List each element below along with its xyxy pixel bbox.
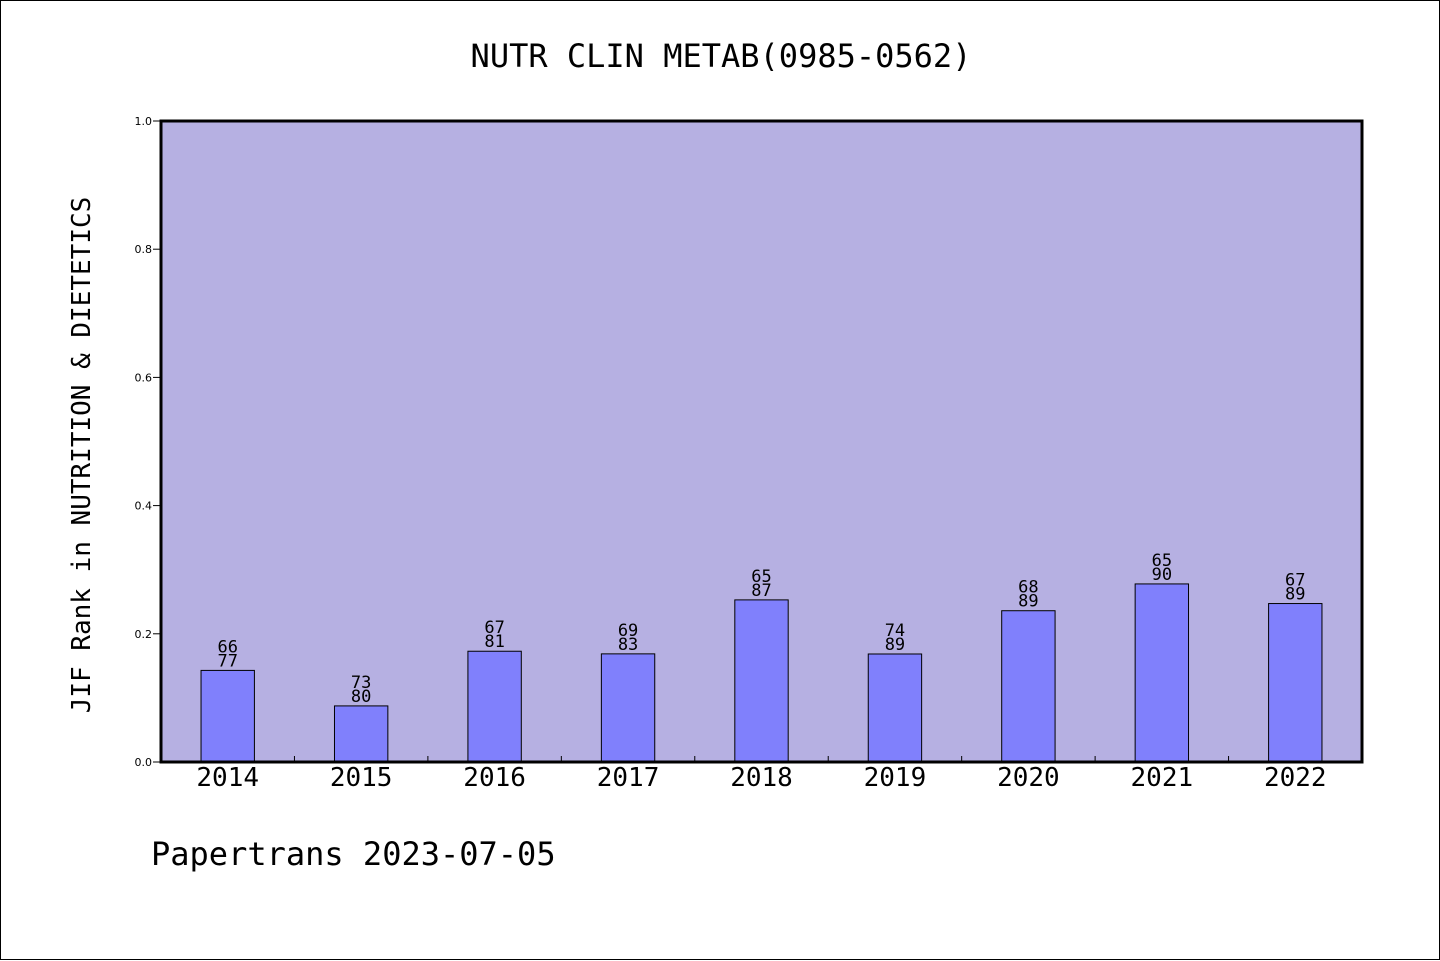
- bar-rank-label-2014: 66: [217, 637, 237, 657]
- y-tick-label-0.6: 0.6: [135, 371, 153, 384]
- bar-total-label-2020: 89: [1018, 592, 1038, 612]
- bar-2017: [600, 653, 656, 763]
- chart-title: NUTR CLIN METAB(0985-0562): [471, 37, 972, 75]
- bar-2018: [734, 599, 789, 763]
- bar-2019: [867, 653, 923, 763]
- bar-rank-label-2021: 65: [1152, 551, 1172, 571]
- y-tick-label-0.2: 0.2: [135, 628, 153, 641]
- x-axis: 2014 2015 2016 2017 2018 2019 2020 2021 2022: [196, 756, 1327, 793]
- y-tick-label-0.4: 0.4: [135, 500, 153, 513]
- bar-2020: [1001, 610, 1056, 763]
- bar-rank-label-2016: 67: [484, 618, 504, 638]
- bars-layer: [200, 583, 1323, 763]
- y-axis-label: JIF Rank in NUTRITION & DIETETICS: [67, 197, 97, 714]
- bar-total-label-2021: 90: [1152, 565, 1172, 585]
- bar-2022: [1268, 603, 1323, 763]
- bar-total-label-2014: 77: [217, 651, 237, 671]
- x-tick-label-2017: 2017: [597, 763, 660, 793]
- bar-rank-label-2017: 69: [618, 621, 638, 641]
- y-axis: 0.0 0.2 0.4 0.6 0.8 1.0: [135, 115, 161, 769]
- bar-rank-label-2020: 68: [1018, 578, 1038, 598]
- bar-2014: [200, 669, 255, 763]
- y-tick-label-1.0: 1.0: [135, 115, 153, 128]
- plot-frame: [159, 119, 1364, 764]
- bar-2015: [333, 705, 389, 763]
- bar-2016: [467, 650, 522, 763]
- bar-2021: [1134, 583, 1190, 763]
- x-tick-label-2021: 2021: [1131, 763, 1194, 793]
- x-tick-label-2015: 2015: [330, 763, 393, 793]
- x-tick-label-2020: 2020: [997, 763, 1060, 793]
- x-tick-label-2022: 2022: [1264, 763, 1327, 793]
- bar-total-label-2015: 80: [351, 687, 371, 707]
- y-tick-label-0.8: 0.8: [135, 243, 153, 256]
- bar-rank-label-2022: 67: [1285, 571, 1305, 591]
- x-tick-label-2018: 2018: [730, 763, 793, 793]
- bar-total-label-2018: 87: [751, 581, 771, 601]
- bar-rank-label-2018: 65: [751, 567, 771, 587]
- x-tick-label-2016: 2016: [463, 763, 526, 793]
- bar-total-label-2016: 81: [484, 632, 504, 652]
- bar-rank-label-2015: 73: [351, 673, 371, 693]
- x-tick-label-2014: 2014: [196, 763, 259, 793]
- bar-rank-label-2019: 74: [885, 621, 905, 641]
- footer-credit: Papertrans 2023-07-05: [151, 835, 556, 873]
- y-tick-label-0.0: 0.0: [135, 756, 153, 769]
- bar-total-label-2017: 83: [618, 635, 638, 655]
- bar-total-label-2022: 89: [1285, 585, 1305, 605]
- bar-total-label-2019: 89: [885, 635, 905, 655]
- x-tick-label-2019: 2019: [864, 763, 927, 793]
